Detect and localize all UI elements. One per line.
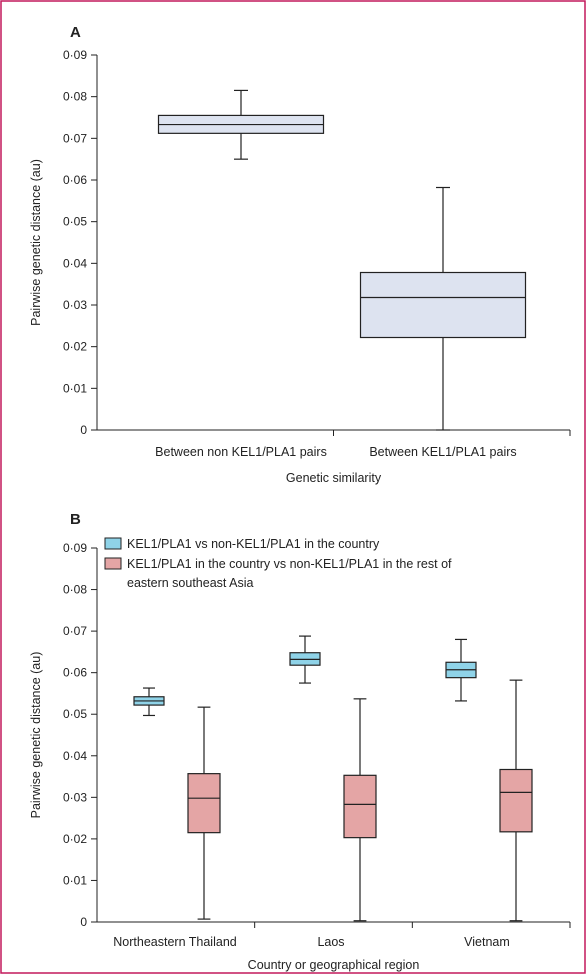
iqr-box <box>499 768 533 833</box>
y-tick-label: 0·05 <box>63 215 87 229</box>
legend-label: KEL1/PLA1 vs non-KEL1/PLA1 in the countr… <box>127 537 380 551</box>
panel-letter: A <box>70 24 81 41</box>
legend-swatch <box>104 557 122 570</box>
y-tick-label: 0·03 <box>63 790 87 804</box>
box-plot <box>445 638 477 702</box>
box-plot <box>289 635 321 684</box>
y-tick-label: 0·03 <box>63 298 87 312</box>
x-category-label: Northeastern Thailand <box>113 935 237 949</box>
y-tick-label: 0·02 <box>63 340 87 354</box>
panel-a: A 0 0·01 0·02 0·03 0·04 0·05 0·06 0·07 0·08 0·09 Be… <box>29 24 571 485</box>
y-tick-label: 0·05 <box>63 707 87 721</box>
panel-letter: B <box>70 511 81 528</box>
x-category-label: Vietnam <box>464 935 510 949</box>
y-tick-label: 0·06 <box>63 666 87 680</box>
y-tick-label: 0·01 <box>63 873 87 887</box>
y-tick-label: 0·08 <box>63 90 87 104</box>
panel-b: B 0 0·01 0·02 0·03 0·04 0·05 0·06 0·07 0·08 0·09 No… <box>29 511 571 972</box>
y-tick-label: 0·02 <box>63 832 87 846</box>
x-category-label: Between KEL1/PLA1 pairs <box>369 445 516 459</box>
iqr-box <box>359 271 527 339</box>
y-tick-label: 0·08 <box>63 583 87 597</box>
y-tick-label: 0·06 <box>63 173 87 187</box>
box-plot <box>359 186 527 431</box>
box-plot <box>187 706 221 920</box>
y-tick-label: 0·09 <box>63 541 87 555</box>
x-category-label: Between non KEL1/PLA1 pairs <box>155 445 327 459</box>
y-tick-label: 0 <box>80 915 87 929</box>
legend-swatch <box>104 537 122 550</box>
y-tick-label: 0·04 <box>63 749 87 763</box>
x-axis-title: Genetic similarity <box>286 471 382 485</box>
y-tick-label: 0·09 <box>63 48 87 62</box>
x-category-label: Laos <box>317 935 344 949</box>
legend-label: KEL1/PLA1 in the country vs non-KEL1/PLA… <box>127 557 452 590</box>
x-axis-title: Country or geographical region <box>248 958 420 972</box>
box-plot <box>499 679 533 922</box>
iqr-box <box>187 773 221 834</box>
box-plot <box>343 698 377 922</box>
y-axis-title: Pairwise genetic distance (au) <box>29 652 43 819</box>
y-tick-label: 0·07 <box>63 131 87 145</box>
y-tick-label: 0·04 <box>63 256 87 270</box>
iqr-box <box>343 774 377 839</box>
y-axis-title: Pairwise genetic distance (au) <box>29 159 43 326</box>
y-tick-label: 0·07 <box>63 624 87 638</box>
y-tick-label: 0·01 <box>63 381 87 395</box>
box-plot <box>133 687 165 717</box>
y-tick-label: 0 <box>80 423 87 437</box>
box-plot <box>157 89 325 160</box>
